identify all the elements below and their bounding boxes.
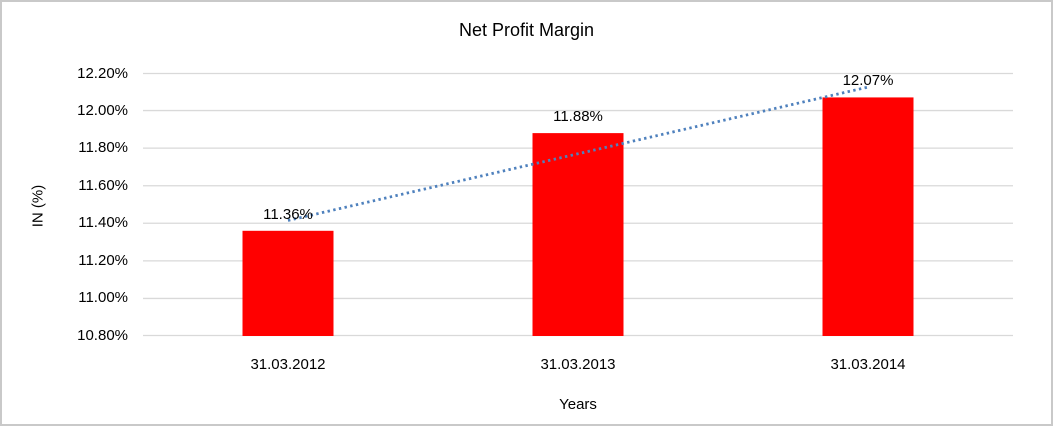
x-tick-label: 31.03.2013 — [540, 356, 616, 373]
bar-31.03.2012 — [242, 230, 334, 336]
bar-value-label: 11.88% — [553, 108, 603, 126]
y-tick-label: 11.00% — [78, 289, 128, 307]
bar-value-label: 12.07% — [842, 72, 894, 90]
plot-area — [143, 72, 1013, 337]
x-tick-label: 31.03.2012 — [250, 356, 326, 373]
y-tick-label: 10.80% — [77, 326, 128, 344]
y-tick-label: 11.40% — [78, 214, 128, 232]
chart-title: Net Profit Margin — [458, 20, 595, 40]
y-tick-label: 11.20% — [78, 251, 128, 269]
bar-31.03.2013 — [532, 133, 624, 336]
y-tick-label: 12.00% — [77, 101, 128, 119]
y-tick-label: 12.20% — [77, 64, 128, 82]
y-tick-label: 11.80% — [78, 139, 128, 157]
trendline — [287, 85, 869, 222]
bar-value-label: 11.36% — [263, 205, 313, 223]
x-axis-title: Years — [559, 396, 597, 413]
plot-canvas — [143, 72, 1013, 337]
x-tick-label: 31.03.2014 — [830, 356, 906, 373]
bar-31.03.2014 — [822, 97, 914, 336]
y-tick-label: 11.60% — [78, 176, 128, 194]
